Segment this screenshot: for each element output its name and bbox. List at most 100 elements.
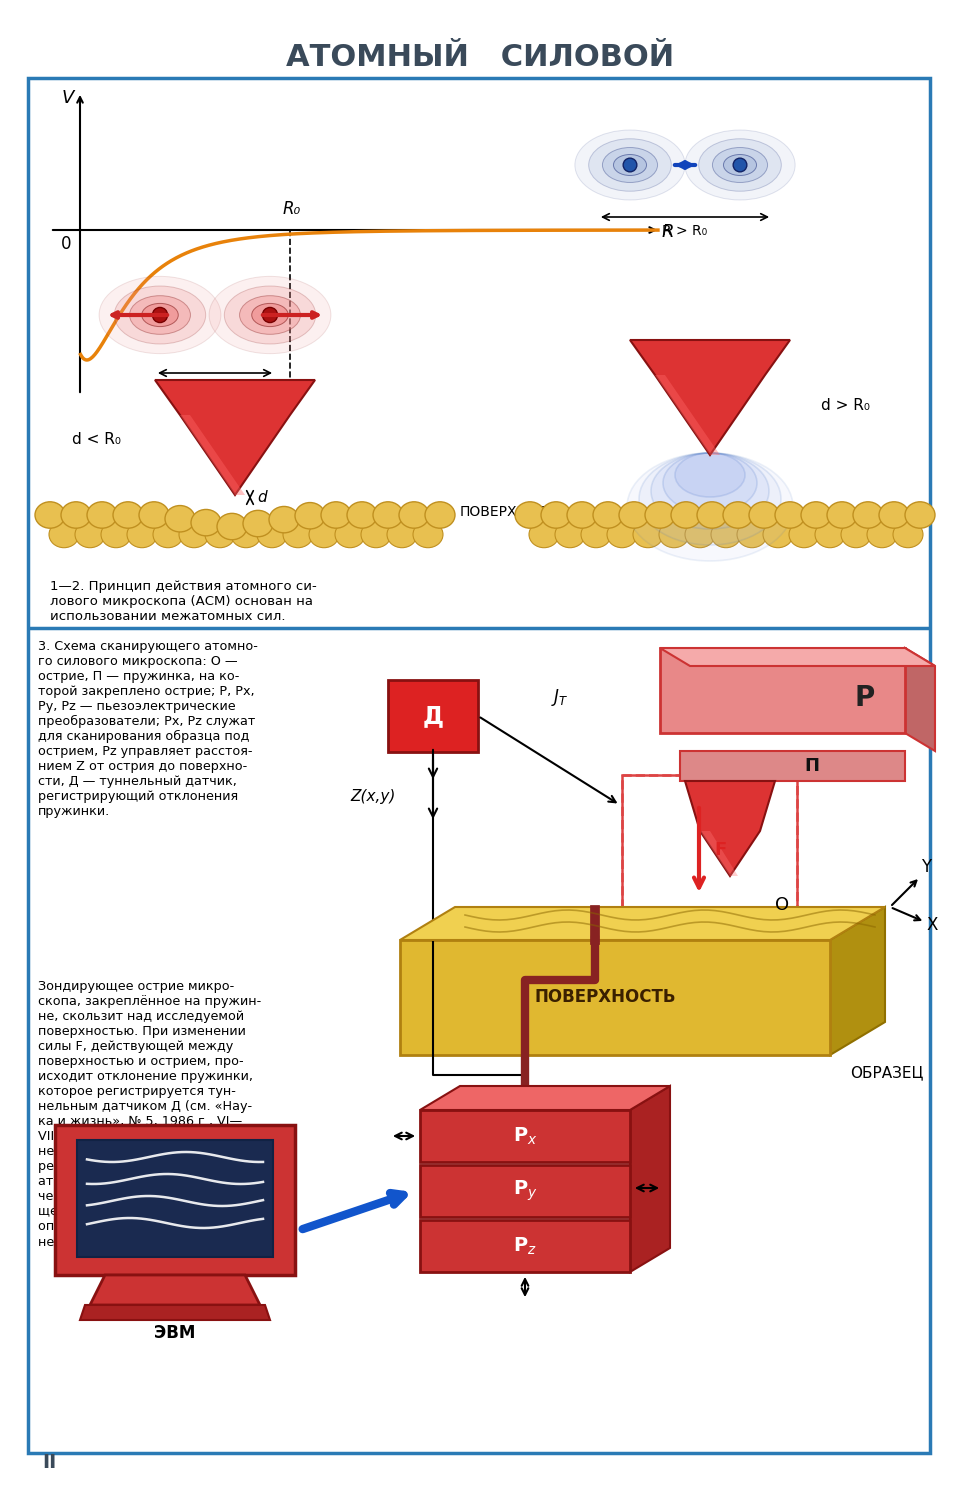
Polygon shape [420, 1110, 630, 1162]
Text: d < R₀: d < R₀ [72, 432, 121, 447]
Ellipse shape [711, 522, 741, 548]
Polygon shape [680, 752, 905, 782]
Ellipse shape [723, 503, 753, 528]
Ellipse shape [101, 522, 131, 548]
Ellipse shape [321, 503, 351, 528]
Ellipse shape [697, 503, 727, 528]
Polygon shape [420, 1166, 630, 1216]
Ellipse shape [733, 158, 747, 172]
Text: ОБРАЗЕЦ: ОБРАЗЕЦ [850, 1065, 924, 1080]
Ellipse shape [209, 276, 331, 354]
Text: 3. Схема сканирующего атомно-
го силового микроскопа: О —
острие, П — пружинка, : 3. Схема сканирующего атомно- го силовог… [38, 640, 258, 818]
Polygon shape [400, 908, 885, 940]
Text: O: O [775, 896, 789, 914]
Polygon shape [685, 782, 775, 876]
Ellipse shape [127, 522, 157, 548]
Text: II: II [42, 1454, 57, 1473]
Polygon shape [77, 1140, 273, 1257]
Ellipse shape [763, 522, 793, 548]
Text: P$_z$: P$_z$ [513, 1236, 537, 1257]
Ellipse shape [399, 503, 429, 528]
Ellipse shape [619, 503, 649, 528]
Ellipse shape [99, 276, 221, 354]
Polygon shape [660, 648, 905, 734]
Ellipse shape [789, 522, 819, 548]
Ellipse shape [205, 522, 235, 548]
Ellipse shape [87, 503, 117, 528]
Ellipse shape [567, 503, 597, 528]
Ellipse shape [347, 503, 377, 528]
Text: Д: Д [422, 704, 444, 728]
Ellipse shape [61, 503, 91, 528]
Text: d: d [257, 489, 267, 504]
Polygon shape [700, 831, 738, 876]
Polygon shape [80, 1305, 270, 1320]
Text: ОСТРИЕ: ОСТРИЕ [189, 396, 241, 408]
Ellipse shape [243, 510, 273, 537]
Ellipse shape [295, 503, 325, 530]
Text: Z(x,y): Z(x,y) [350, 789, 396, 804]
Ellipse shape [257, 522, 287, 548]
Bar [388, 680, 478, 752]
Ellipse shape [165, 506, 195, 532]
Text: R₀: R₀ [283, 200, 301, 217]
Ellipse shape [225, 286, 316, 344]
Ellipse shape [309, 522, 339, 548]
Text: R < R₀: R < R₀ [192, 380, 237, 394]
Ellipse shape [262, 308, 277, 322]
Polygon shape [905, 648, 935, 752]
Polygon shape [660, 648, 935, 666]
Text: R: R [661, 224, 674, 242]
Ellipse shape [361, 522, 391, 548]
Ellipse shape [541, 503, 571, 528]
Text: ЭВМ: ЭВМ [155, 1324, 196, 1342]
Ellipse shape [603, 147, 658, 183]
Ellipse shape [853, 503, 883, 528]
Ellipse shape [685, 522, 715, 548]
Ellipse shape [113, 503, 143, 528]
Ellipse shape [893, 522, 923, 548]
Text: Зондирующее острие микро-
скопа, закреплённое на пружин-
не, скользит над исслед: Зондирующее острие микро- скопа, закрепл… [38, 980, 261, 1248]
Ellipse shape [663, 453, 757, 513]
Ellipse shape [240, 296, 300, 334]
Ellipse shape [675, 453, 745, 497]
Ellipse shape [35, 503, 65, 528]
Text: d > R₀: d > R₀ [821, 398, 870, 412]
Ellipse shape [231, 522, 261, 548]
Polygon shape [400, 940, 830, 1054]
Ellipse shape [879, 503, 909, 528]
Ellipse shape [283, 522, 313, 548]
Ellipse shape [651, 453, 769, 530]
Ellipse shape [775, 503, 805, 528]
Ellipse shape [724, 154, 756, 176]
Ellipse shape [633, 522, 663, 548]
Ellipse shape [867, 522, 897, 548]
Bar [622, 776, 797, 926]
Polygon shape [55, 1125, 295, 1275]
Polygon shape [655, 375, 720, 454]
Text: V: V [61, 88, 74, 106]
Polygon shape [90, 1275, 260, 1305]
Ellipse shape [645, 503, 675, 528]
Ellipse shape [153, 522, 183, 548]
Ellipse shape [529, 522, 559, 548]
Text: X: X [926, 916, 938, 934]
Ellipse shape [593, 503, 623, 528]
Ellipse shape [387, 522, 417, 548]
Ellipse shape [684, 130, 795, 200]
Ellipse shape [179, 522, 209, 548]
Ellipse shape [749, 503, 779, 528]
Polygon shape [420, 1220, 630, 1272]
Ellipse shape [905, 503, 935, 528]
Text: $J_T$: $J_T$ [551, 687, 568, 708]
Ellipse shape [75, 522, 105, 548]
Ellipse shape [613, 154, 646, 176]
Polygon shape [180, 416, 245, 495]
Ellipse shape [139, 503, 169, 528]
Polygon shape [630, 1086, 670, 1272]
Ellipse shape [581, 522, 611, 548]
Ellipse shape [712, 147, 768, 183]
Ellipse shape [114, 286, 205, 344]
Ellipse shape [130, 296, 190, 334]
Ellipse shape [815, 522, 845, 548]
